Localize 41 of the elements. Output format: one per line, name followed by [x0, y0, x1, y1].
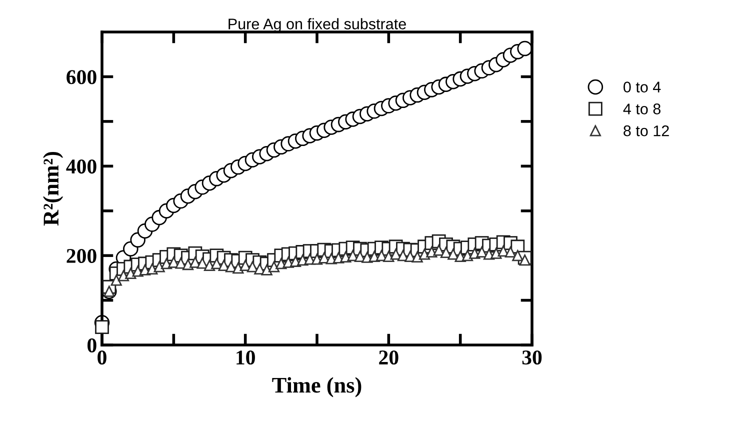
point [110, 274, 122, 286]
point [154, 261, 165, 272]
point [211, 258, 222, 270]
legend-label: 8 to 12 [624, 125, 669, 136]
point [196, 258, 208, 269]
point [519, 254, 530, 266]
point [95, 320, 109, 334]
x-tick-label: 0 [98, 350, 106, 365]
x-axis-title: Time (ns) [272, 377, 362, 398]
point [240, 260, 251, 271]
x-tick-label: 30 [522, 350, 542, 365]
legend-label: 0 to 4 [624, 82, 661, 92]
legend-label: 4 to 8 [623, 104, 660, 114]
x-tick-label: 10 [236, 350, 255, 365]
point [204, 260, 216, 271]
point [125, 268, 136, 280]
y-tick-label: 0 [88, 338, 96, 352]
point [490, 248, 502, 259]
point [146, 263, 158, 275]
point [462, 250, 474, 262]
point [517, 40, 532, 56]
point [232, 262, 244, 274]
point [418, 248, 430, 260]
point [476, 246, 488, 258]
y-tick-label: 600 [66, 70, 96, 84]
point [504, 246, 516, 258]
y-tick-label: 400 [66, 160, 96, 174]
y-tick-label: 200 [66, 248, 96, 264]
x-tick-label: 20 [379, 350, 398, 365]
y-axis-title: R²(nm²) [42, 152, 64, 226]
point [383, 250, 394, 262]
point [390, 248, 402, 260]
point [268, 261, 280, 272]
point [448, 248, 459, 260]
point [412, 251, 423, 262]
point [512, 250, 524, 262]
point [433, 244, 444, 256]
point [261, 264, 272, 276]
point [218, 260, 230, 271]
point [340, 251, 352, 262]
point [118, 270, 130, 282]
